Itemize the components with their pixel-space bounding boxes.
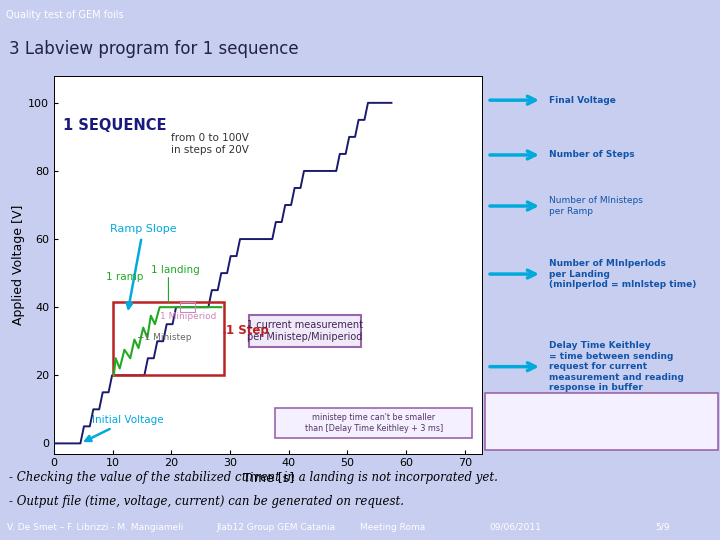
Text: 1 Step: 1 Step — [226, 325, 269, 338]
Text: V. De Smet – F. Librizzi - M. Mangiameli: V. De Smet – F. Librizzi - M. Mangiameli — [7, 523, 184, 531]
Bar — [113, 302, 224, 375]
Text: - Output file (time, voltage, current) can be generated on request.: - Output file (time, voltage, current) c… — [9, 495, 404, 508]
Text: 5/9: 5/9 — [655, 523, 670, 531]
Text: 3 Labview program for 1 sequence: 3 Labview program for 1 sequence — [9, 40, 298, 58]
FancyBboxPatch shape — [485, 393, 718, 450]
Text: ministep time can't be smaller
than [Delay Time Keithley + 3 ms]: ministep time can't be smaller than [Del… — [305, 413, 443, 433]
X-axis label: Time [s]: Time [s] — [243, 471, 294, 484]
Text: Initial Voltage: Initial Voltage — [86, 415, 163, 441]
Text: Number of MInlperlods
per Landing
(minlperlod = mlnlstep time): Number of MInlperlods per Landing (minlp… — [549, 259, 696, 289]
Text: Number of MInisteps
per Ramp: Number of MInisteps per Ramp — [549, 197, 643, 215]
Text: Quality test of GEM foils: Quality test of GEM foils — [6, 10, 123, 20]
FancyBboxPatch shape — [275, 408, 472, 437]
Text: 1 SEQUENCE: 1 SEQUENCE — [63, 118, 166, 133]
Text: 1 landing: 1 landing — [150, 265, 199, 275]
Text: - Checking the value of the stabilized current in a landing is not incorporated : - Checking the value of the stabilized c… — [9, 471, 498, 484]
Text: 1 ramp: 1 ramp — [106, 272, 143, 282]
FancyBboxPatch shape — [249, 315, 361, 347]
Text: from 0 to 100V
in steps of 20V: from 0 to 100V in steps of 20V — [171, 133, 249, 155]
Text: ministep time can't be smaller
than [Delay Time Keithley + 3 ms]: ministep time can't be smaller than [Del… — [528, 412, 674, 431]
Text: Jlab12 Group GEM Catania: Jlab12 Group GEM Catania — [216, 523, 335, 531]
Y-axis label: Applied Voltage [V]: Applied Voltage [V] — [12, 205, 25, 325]
Text: Meeting Roma: Meeting Roma — [360, 523, 426, 531]
Text: 1 current measurement
per Ministep/Miniperiod: 1 current measurement per Ministep/Minip… — [246, 320, 363, 342]
Text: Number of Steps: Number of Steps — [549, 151, 634, 159]
Text: 1 Miniperiod: 1 Miniperiod — [160, 312, 216, 321]
Text: 09/06/2011: 09/06/2011 — [490, 523, 541, 531]
Text: Delay Time Keithley
= time between sending
request for current
measurement and r: Delay Time Keithley = time between sendi… — [549, 341, 684, 392]
Text: Ramp Slope: Ramp Slope — [109, 224, 176, 308]
Text: Final Voltage: Final Voltage — [549, 96, 616, 105]
Bar — [180, 302, 195, 312]
Text: −1 Ministep: −1 Ministep — [138, 333, 192, 341]
